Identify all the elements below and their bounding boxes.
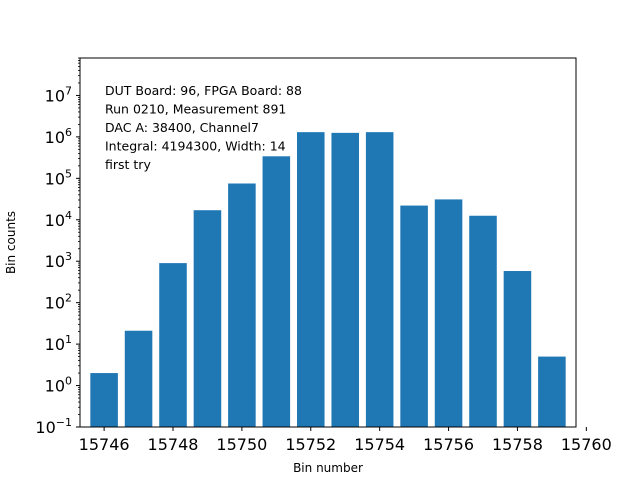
x-axis-ticks: 15746 15748 15750 15752 15754 15756 15758 15760 [79,427,612,454]
bar-15752 [297,132,325,427]
annotation-line-5: first try [105,157,151,172]
x-tick-label-15746: 15746 [79,435,130,454]
plot-frame [79,57,577,428]
annotation-block: DUT Board: 96, FPGA Board: 88 Run 0210, M… [105,83,302,172]
annotation-line-4: Integral: 4194300, Width: 14 [105,139,286,154]
bar-15753 [331,132,359,428]
x-tick-label-15748: 15748 [148,435,199,454]
bar-15748 [159,263,187,427]
bar-15757 [469,215,497,427]
bar-15750 [228,183,256,427]
y-tick-label-3: 103 [45,250,72,271]
bars-group [90,132,566,428]
bar-15754 [365,132,394,427]
x-tick-label-15754: 15754 [354,435,405,454]
x-tick-label-15758: 15758 [492,435,543,454]
bar-15749 [193,210,222,427]
bar-15746 [90,373,118,427]
x-tick-label-15760: 15760 [561,435,612,454]
y-tick-label-6: 106 [45,126,72,147]
annotation-line-3: DAC A: 38400, Channel7 [105,120,259,135]
x-axis-label: Bin number [293,461,363,475]
annotation-line-1: DUT Board: 96, FPGA Board: 88 [105,83,302,98]
bar-15756 [434,199,463,427]
y-tick-label-0: 100 [45,375,72,396]
y-tick-label-1: 101 [45,333,72,354]
bar-15755 [400,205,428,427]
y-tick-label-5: 105 [45,167,72,188]
annotation-line-2: Run 0210, Measurement 891 [105,102,286,117]
bar-15747 [124,330,153,427]
y-axis-ticks: 107 106 105 104 103 102 101 100 10−1 [35,57,80,437]
y-tick-label-4: 104 [45,209,72,230]
x-tick-label-15750: 15750 [216,435,267,454]
y-tick-label-2: 102 [45,292,72,313]
x-tick-label-15752: 15752 [285,435,336,454]
y-tick-label--1: 10−1 [35,416,72,437]
x-tick-label-15756: 15756 [423,435,474,454]
bar-15758 [503,271,532,427]
bar-15751 [262,156,291,427]
y-axis-label: Bin counts [4,211,18,274]
bar-15759 [538,356,566,427]
y-tick-label-7: 107 [45,84,72,105]
